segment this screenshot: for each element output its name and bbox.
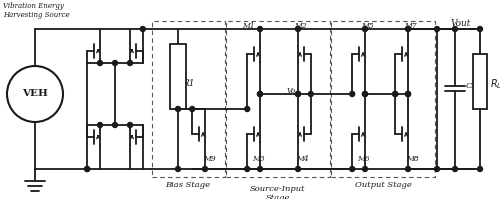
Circle shape [128, 123, 132, 128]
Circle shape [406, 92, 410, 97]
Text: M1: M1 [242, 22, 254, 30]
Text: $R_L$: $R_L$ [490, 77, 500, 91]
Text: Vibration Energy
Harvesting Source: Vibration Energy Harvesting Source [3, 2, 70, 19]
Circle shape [296, 92, 300, 97]
Circle shape [296, 92, 300, 97]
Text: VEH: VEH [22, 90, 48, 99]
Text: M4: M4 [296, 155, 308, 163]
Circle shape [392, 92, 398, 97]
Bar [152, 21, 225, 177]
Circle shape [406, 167, 410, 172]
Circle shape [350, 167, 354, 172]
Circle shape [128, 60, 132, 65]
Circle shape [434, 26, 440, 31]
Circle shape [258, 92, 262, 97]
Circle shape [176, 106, 180, 111]
Circle shape [258, 92, 262, 97]
Circle shape [406, 26, 410, 31]
Text: R1: R1 [182, 79, 194, 89]
Circle shape [392, 92, 398, 97]
Circle shape [362, 26, 368, 31]
Text: Vout: Vout [451, 20, 471, 28]
Circle shape [406, 92, 410, 97]
Circle shape [98, 123, 102, 128]
Bar [226, 21, 330, 177]
Circle shape [258, 167, 262, 172]
Circle shape [140, 26, 145, 31]
Circle shape [98, 60, 102, 65]
Circle shape [176, 167, 180, 172]
Circle shape [308, 92, 314, 97]
Text: M3: M3 [252, 155, 264, 163]
Circle shape [202, 167, 207, 172]
Circle shape [350, 92, 354, 97]
Text: Output Stage: Output Stage [354, 181, 412, 189]
Circle shape [362, 92, 368, 97]
Text: M2: M2 [294, 22, 306, 30]
Circle shape [244, 167, 250, 172]
Text: Bias Stage: Bias Stage [166, 181, 210, 189]
Bar [331, 21, 435, 177]
Text: Source-Input
Stage: Source-Input Stage [250, 185, 306, 199]
Text: M5: M5 [360, 22, 374, 30]
Text: M9: M9 [202, 155, 215, 163]
Circle shape [434, 167, 440, 172]
Circle shape [84, 167, 89, 172]
Circle shape [258, 26, 262, 31]
Text: Cs: Cs [466, 82, 476, 90]
Circle shape [452, 26, 458, 31]
Circle shape [244, 106, 250, 111]
Circle shape [478, 26, 482, 31]
Text: Vo: Vo [286, 87, 296, 95]
Bar [473, 54, 487, 109]
Circle shape [452, 167, 458, 172]
Text: M6: M6 [356, 155, 370, 163]
Bar [170, 44, 186, 109]
Circle shape [84, 167, 89, 172]
Circle shape [362, 92, 368, 97]
Circle shape [362, 167, 368, 172]
Circle shape [190, 106, 194, 111]
Text: M7: M7 [404, 22, 416, 30]
Circle shape [296, 26, 300, 31]
Circle shape [296, 167, 300, 172]
Circle shape [112, 60, 117, 65]
Circle shape [478, 167, 482, 172]
Circle shape [112, 123, 117, 128]
Text: M8: M8 [406, 155, 418, 163]
